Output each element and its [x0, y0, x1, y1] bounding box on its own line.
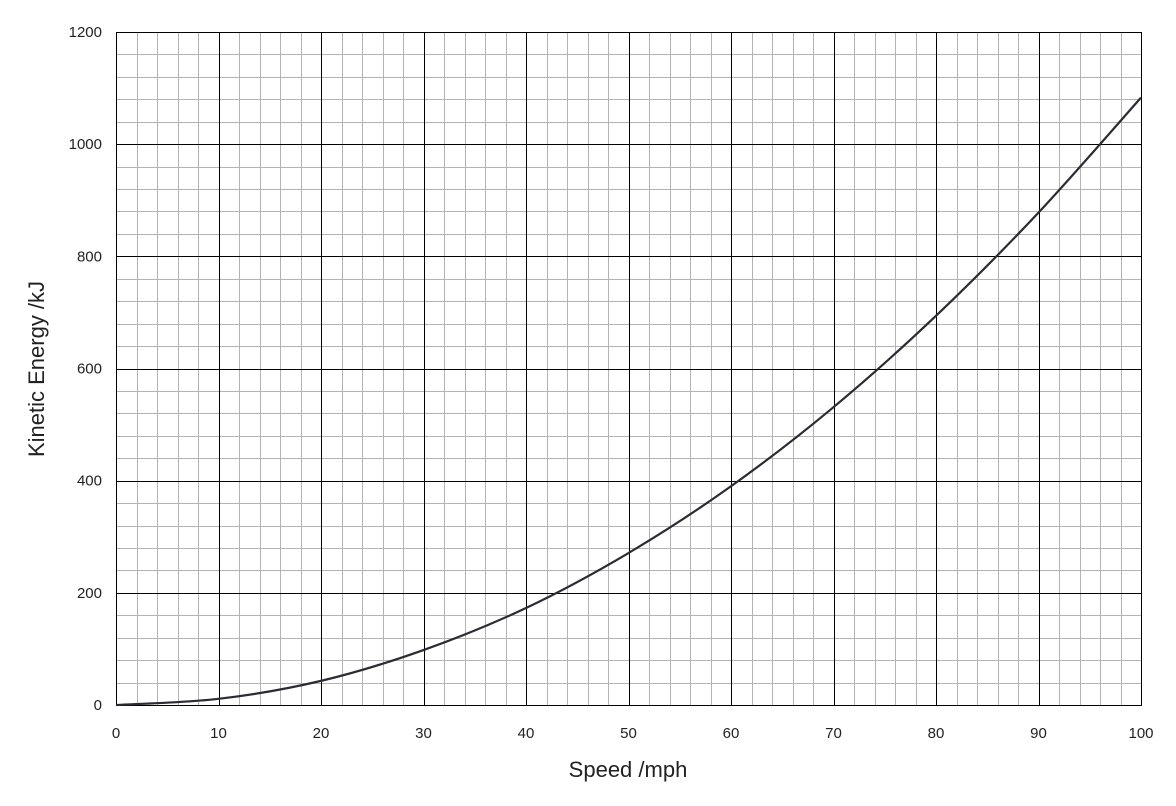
x-tick-label: 70 [825, 725, 842, 742]
series-curve [115, 96, 1142, 707]
x-tick-label: 50 [620, 725, 637, 742]
x-tick-label: 100 [1128, 725, 1153, 742]
x-tick-labels: 0 10 20 30 40 50 60 70 80 90 100 [112, 725, 1154, 742]
y-tick-label: 800 [77, 248, 102, 265]
y-tick-label: 1000 [69, 136, 102, 153]
x-tick-label: 20 [313, 725, 330, 742]
x-tick-label: 80 [928, 725, 945, 742]
y-axis-label: Kinetic Energy /kJ [24, 281, 49, 457]
plot-frame [116, 32, 1142, 706]
y-tick-labels: 0 200 400 600 800 1000 1200 [69, 24, 102, 714]
x-tick-label: 30 [415, 725, 432, 742]
y-tick-label: 600 [77, 361, 102, 378]
x-tick-label: 10 [210, 725, 227, 742]
x-tick-label: 40 [518, 725, 535, 742]
x-tick-label: 90 [1030, 725, 1047, 742]
minor-grid [116, 32, 1141, 705]
x-tick-label: 0 [112, 725, 120, 742]
y-tick-label: 400 [77, 473, 102, 490]
y-tick-label: 200 [77, 585, 102, 602]
x-axis-label: Speed /mph [569, 757, 688, 782]
y-tick-label: 0 [94, 697, 102, 714]
major-grid [116, 32, 1142, 706]
y-tick-label: 1200 [69, 24, 102, 41]
x-tick-label: 60 [723, 725, 740, 742]
